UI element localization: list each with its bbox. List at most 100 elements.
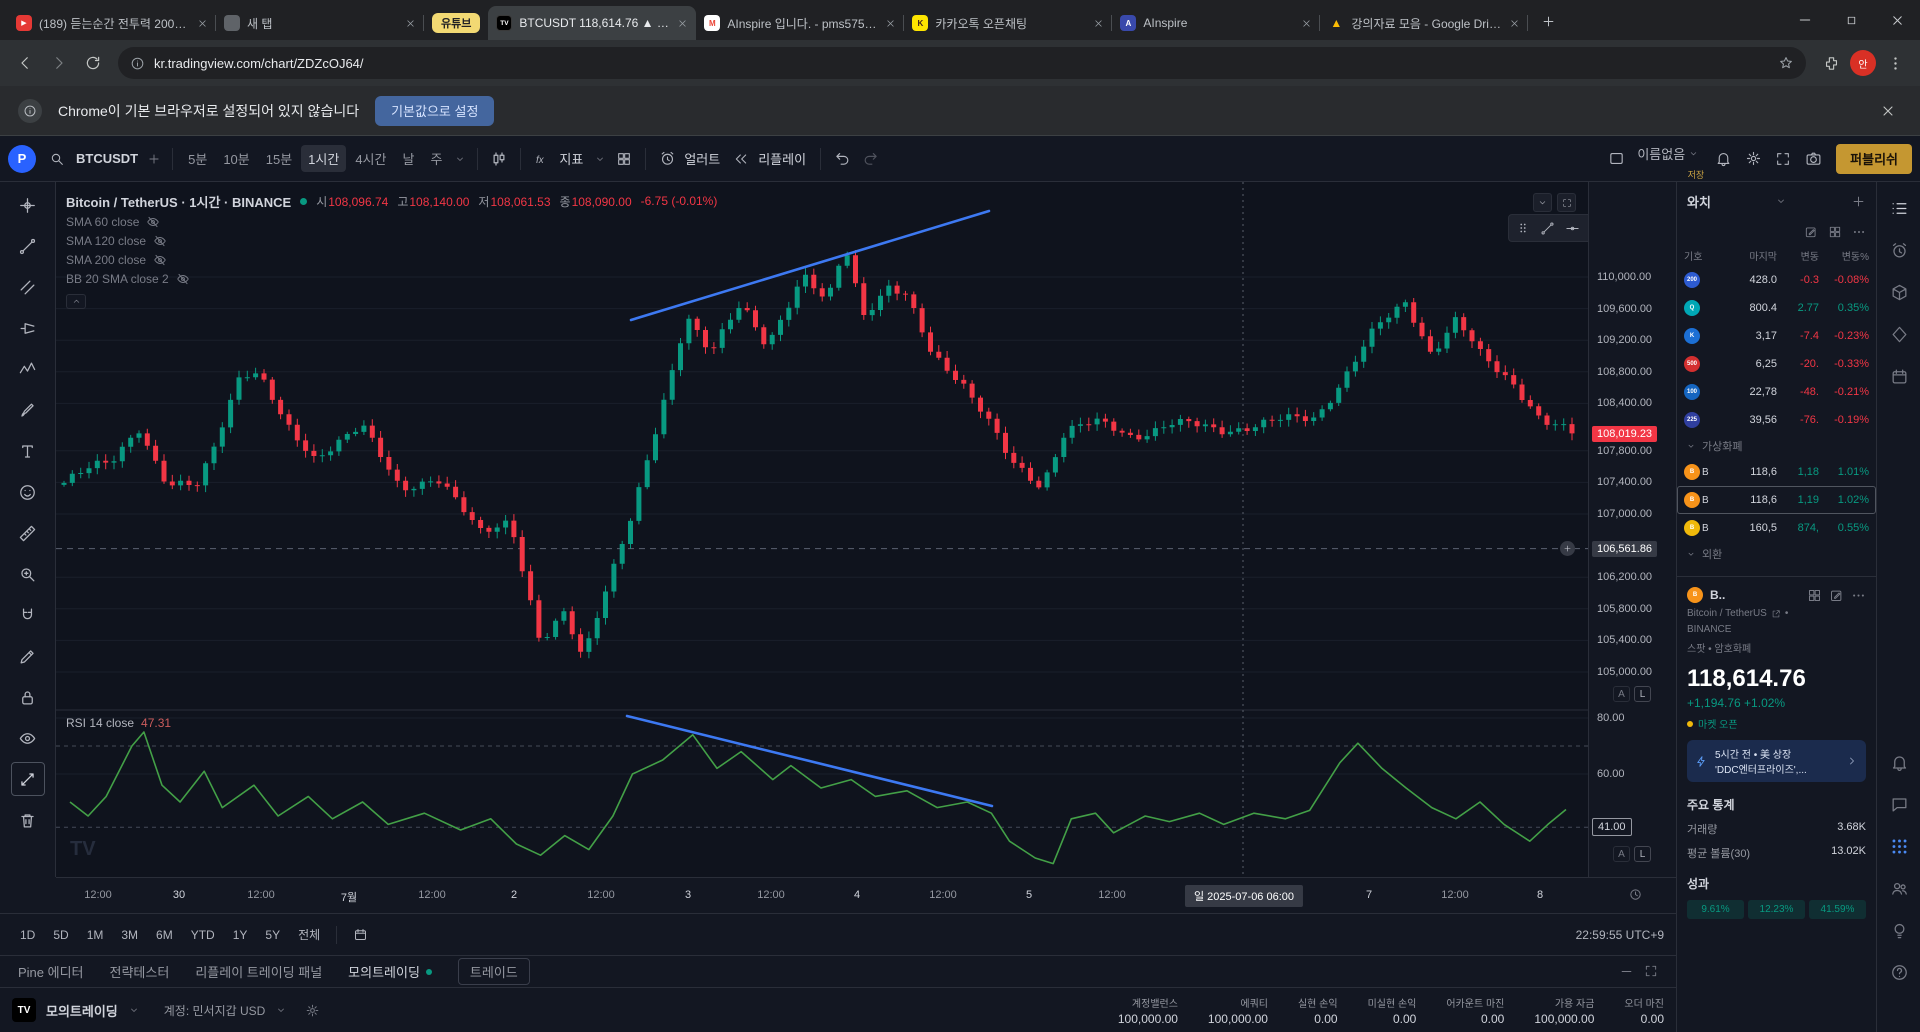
watchlist-panel-icon[interactable] bbox=[1885, 194, 1913, 222]
range-6M[interactable]: 6M bbox=[156, 927, 173, 942]
alert-button[interactable]: 얼러트 bbox=[684, 152, 721, 167]
log-scale-button[interactable]: L bbox=[1634, 686, 1651, 702]
watchlist-grid-icon[interactable] bbox=[1828, 225, 1842, 239]
layout-name-button[interactable]: 이름없음 저장 bbox=[1633, 140, 1706, 180]
interval-1시간[interactable]: 1시간 bbox=[301, 145, 347, 172]
eye-off-icon[interactable] bbox=[153, 253, 167, 267]
watchlist-row[interactable]: 225 39,56 -76. -0.19% bbox=[1677, 406, 1876, 434]
trading-settings-icon[interactable] bbox=[305, 1003, 320, 1018]
calendar-icon[interactable] bbox=[1885, 362, 1913, 390]
floating-drawing-toolbar[interactable] bbox=[1508, 214, 1588, 242]
time-axis[interactable]: 12:00 30 12:00 7월 12:00 2 12:00 3 12:00 4 12:00 5 12… bbox=[56, 877, 1676, 913]
panel-expand-icon[interactable] bbox=[1644, 964, 1658, 979]
replay-icon[interactable] bbox=[728, 145, 754, 173]
indicator-row[interactable]: SMA 200 close bbox=[66, 250, 717, 269]
watchlist-edit-icon[interactable] bbox=[1804, 225, 1818, 239]
watchlist-row[interactable]: B B 160,5 874, 0.55% bbox=[1677, 514, 1876, 542]
alert-icon[interactable] bbox=[654, 145, 680, 173]
tab-close-icon[interactable] bbox=[1093, 18, 1104, 29]
hotlists-icon[interactable] bbox=[1885, 320, 1913, 348]
user-avatar[interactable]: P bbox=[8, 144, 36, 173]
tab-close-icon[interactable] bbox=[885, 18, 896, 29]
symbol-title[interactable]: Bitcoin / TetherUS · 1시간 · BINANCE bbox=[66, 194, 292, 210]
chart-type-icon[interactable] bbox=[486, 145, 512, 173]
trend-line-tool-icon[interactable] bbox=[11, 229, 45, 263]
indicators-icon[interactable]: fx bbox=[529, 145, 555, 173]
watchlist-add-icon[interactable] bbox=[1851, 194, 1866, 209]
tab-close-icon[interactable] bbox=[1301, 18, 1312, 29]
clock-text[interactable]: 22:59:55 UTC+9 bbox=[1575, 927, 1664, 942]
publish-button[interactable]: 퍼블리쉬 bbox=[1836, 143, 1912, 174]
candlestick-chart[interactable] bbox=[56, 182, 1588, 877]
indicators-caret-icon[interactable] bbox=[591, 145, 609, 173]
detail-more-icon[interactable] bbox=[1851, 588, 1866, 603]
more-tools-icon[interactable] bbox=[1587, 221, 1588, 236]
tab-group-label[interactable]: 유튜브 bbox=[432, 13, 481, 33]
pattern-tool-icon[interactable] bbox=[11, 352, 45, 386]
watchlist-row[interactable]: B B 118,6 1,18 1.01% bbox=[1677, 458, 1876, 486]
indicators-button[interactable]: 지표 bbox=[559, 152, 584, 167]
panel-tab-리플레이 트레이딩 패널[interactable]: 리플레이 트레이딩 패널 bbox=[195, 965, 323, 980]
undo-icon[interactable] bbox=[829, 145, 855, 173]
horizontal-line-handle-icon[interactable] bbox=[1560, 541, 1575, 556]
eye-off-icon[interactable] bbox=[176, 272, 190, 286]
community-icon[interactable] bbox=[1885, 874, 1913, 902]
drag-handle-icon[interactable] bbox=[1513, 221, 1533, 235]
magnet-tool-icon[interactable] bbox=[11, 598, 45, 632]
panel-tab-Pine 에디터[interactable]: Pine 에디터 bbox=[18, 965, 84, 980]
browser-tab[interactable]: ▲ 강의자료 모음 - Google Driv... bbox=[1320, 6, 1529, 40]
browser-tab[interactable]: ▶ (189) 듣는순간 전투력 200%... bbox=[8, 6, 216, 40]
bookmark-star-icon[interactable] bbox=[1778, 55, 1794, 71]
interval-4시간[interactable]: 4시간 bbox=[355, 152, 387, 167]
remove-drawings-tool-icon[interactable] bbox=[11, 803, 45, 837]
browser-tab[interactable]: A AInspire bbox=[1112, 6, 1321, 40]
external-link-icon[interactable] bbox=[1771, 609, 1781, 619]
history-clock-icon[interactable] bbox=[1628, 887, 1643, 902]
paper-trading-caret-icon[interactable] bbox=[128, 1004, 140, 1016]
watchlist-title[interactable]: 와치 bbox=[1687, 194, 1711, 210]
pitchfork-tool-icon[interactable] bbox=[11, 311, 45, 345]
back-icon[interactable] bbox=[10, 48, 40, 78]
data-window-icon[interactable] bbox=[1885, 278, 1913, 306]
horizontal-line-price-tag[interactable]: 106,561.86 bbox=[1592, 540, 1658, 557]
range-YTD[interactable]: YTD bbox=[190, 927, 215, 942]
reload-icon[interactable] bbox=[78, 48, 108, 78]
panel-tab-전략테스터[interactable]: 전략테스터 bbox=[109, 965, 170, 980]
layout-select-icon[interactable] bbox=[1603, 145, 1629, 173]
pane-maximize-icon[interactable] bbox=[1557, 193, 1576, 212]
watchlist-section-header[interactable]: 가상화폐 bbox=[1677, 434, 1876, 458]
site-info-icon[interactable] bbox=[130, 56, 145, 71]
go-to-date-icon[interactable] bbox=[345, 923, 376, 946]
notifications-bell-icon[interactable] bbox=[1710, 145, 1736, 173]
range-1Y[interactable]: 1Y bbox=[232, 927, 248, 942]
chart-canvas[interactable]: Bitcoin / TetherUS · 1시간 · BINANCE 시108,… bbox=[56, 182, 1588, 877]
help-icon[interactable] bbox=[1885, 958, 1913, 986]
trend-line-icon[interactable] bbox=[1537, 221, 1558, 236]
measure-tool-icon[interactable] bbox=[10, 762, 45, 796]
browser-menu-icon[interactable] bbox=[1880, 48, 1910, 78]
watchlist-more-icon[interactable] bbox=[1852, 225, 1866, 239]
window-minimize-button[interactable] bbox=[1782, 0, 1828, 40]
tab-close-icon[interactable] bbox=[677, 18, 688, 29]
legend-collapse-button[interactable] bbox=[66, 294, 86, 309]
layout-templates-icon[interactable] bbox=[611, 145, 637, 173]
emoji-tool-icon[interactable] bbox=[11, 475, 45, 509]
lock-tool-icon[interactable] bbox=[11, 680, 45, 714]
symbol-search-button[interactable]: BTCUSDT bbox=[76, 151, 139, 166]
account-caret-icon[interactable] bbox=[275, 1004, 287, 1016]
brush-tool-icon[interactable] bbox=[11, 393, 45, 427]
indicator-row[interactable]: SMA 120 close bbox=[66, 231, 717, 250]
ruler-tool-icon[interactable] bbox=[11, 516, 45, 550]
zoom-tool-icon[interactable] bbox=[11, 557, 45, 591]
watchlist-row[interactable]: 500 6,25 -20. -0.33% bbox=[1677, 350, 1876, 378]
chat-icon[interactable] bbox=[1885, 790, 1913, 818]
parallel-channel-tool-icon[interactable] bbox=[11, 270, 45, 304]
window-close-button[interactable] bbox=[1874, 0, 1920, 40]
indicator-row[interactable]: BB 20 SMA close 2 bbox=[66, 269, 717, 288]
panel-tab-모의트레이딩[interactable]: 모의트레이딩 bbox=[348, 962, 432, 981]
set-default-browser-button[interactable]: 기본값으로 설정 bbox=[375, 95, 495, 126]
interval-10분[interactable]: 10분 bbox=[223, 152, 250, 167]
apps-icon[interactable] bbox=[1885, 832, 1913, 860]
range-5D[interactable]: 5D bbox=[53, 927, 69, 942]
eye-off-icon[interactable] bbox=[146, 215, 160, 229]
